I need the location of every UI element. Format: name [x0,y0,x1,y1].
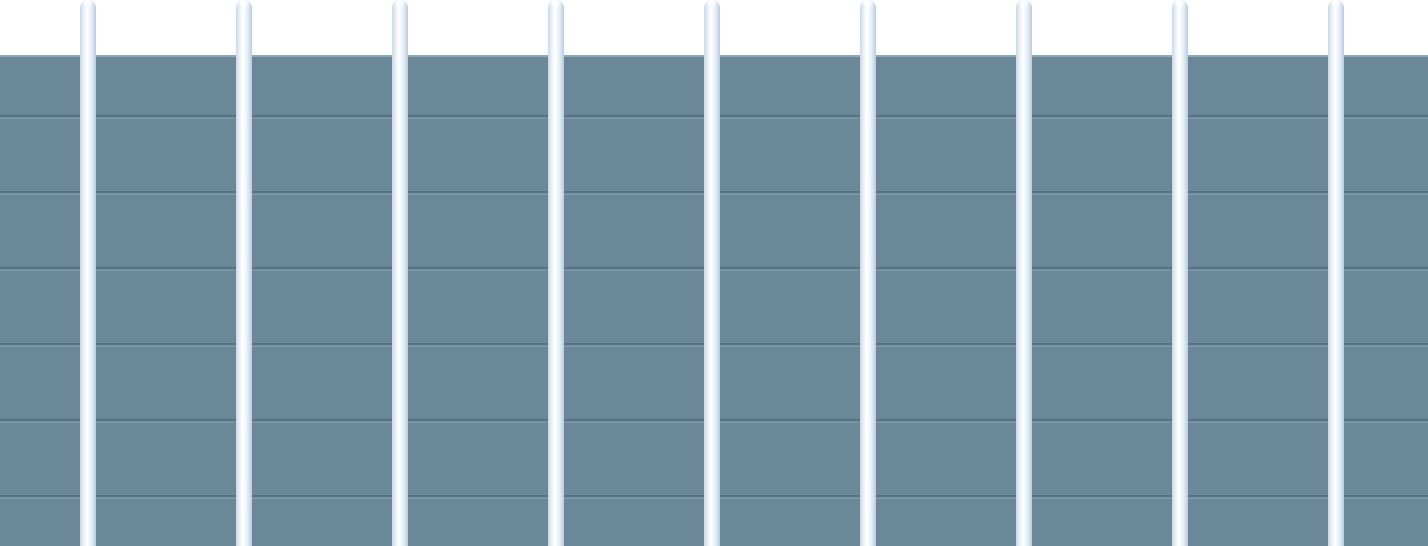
fence-post [704,0,720,546]
fence-post [1328,0,1344,546]
fence-post [236,0,252,546]
fence-post [860,0,876,546]
fence-post [392,0,408,546]
fence-post [80,0,96,546]
fence-post [1016,0,1032,546]
fence-post [1172,0,1188,546]
fence-post [548,0,564,546]
